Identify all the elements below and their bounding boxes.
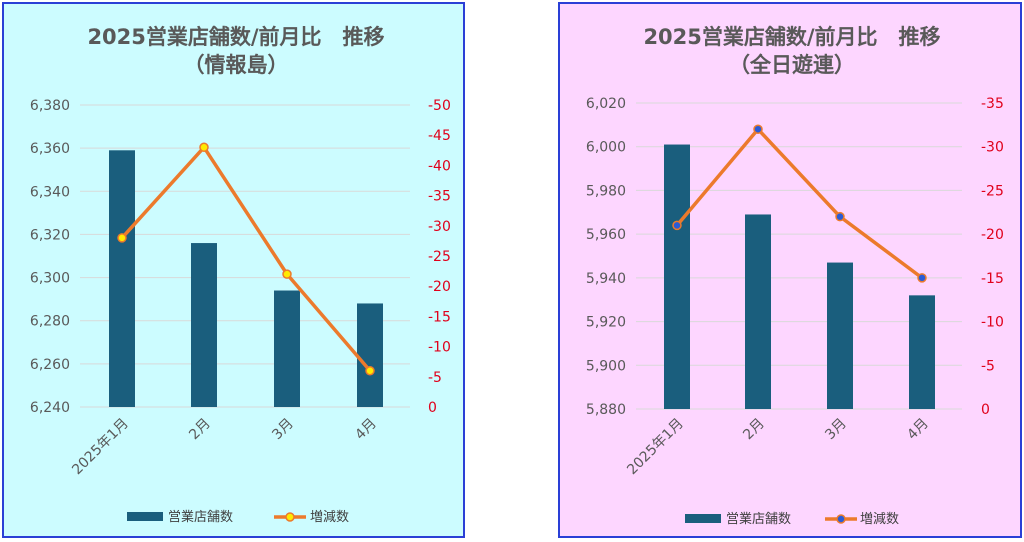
y-left-tick-label: 6,020 — [586, 96, 626, 112]
chart-subtitle: （全日遊連） — [729, 53, 855, 77]
chart-panel-right: 2025営業店舗数/前月比 推移 （全日遊連） 5,880 5,900 5,920 5,9… — [558, 2, 1022, 538]
chart-panel-left: 2025営業店舗数/前月比 推移 （情報島） 6,240 6,260 6,280 6,30… — [2, 2, 465, 538]
y-right-tick-label: 0 — [428, 400, 437, 416]
chart-title: 2025営業店舗数/前月比 推移 — [643, 25, 940, 49]
chart-left: 2025営業店舗数/前月比 推移 （情報島） 6,240 6,260 6,280 6,30… — [30, 25, 451, 525]
bar-3 — [827, 262, 853, 409]
y-left-tick-label: 6,320 — [30, 227, 70, 243]
y-right-tick-label: -5 — [428, 370, 442, 386]
y-left-tick-label: 6,280 — [30, 314, 70, 330]
x-tick-label: 2月 — [186, 416, 214, 444]
bar-1 — [664, 144, 690, 409]
line-marker-4 — [365, 366, 375, 376]
line-marker-4 — [917, 273, 927, 283]
chart-right: 2025営業店舗数/前月比 推移 （全日遊連） 5,880 5,900 5,920 5,9… — [586, 25, 1004, 527]
x-tick-label: 2025年1月 — [624, 416, 687, 479]
line-marker-3 — [282, 269, 292, 279]
y-left-tick-label: 5,920 — [586, 315, 626, 331]
y-left-tick-label: 6,000 — [586, 140, 626, 156]
y-right-tick-label: -45 — [428, 128, 451, 144]
y-right-tick-label: -10 — [981, 315, 1004, 331]
y-right-tick-label: -10 — [428, 340, 451, 356]
bar-2 — [191, 243, 217, 407]
bar-3 — [274, 290, 300, 407]
x-tick-label: 4月 — [352, 416, 380, 444]
y-left-tick-label: 6,360 — [30, 141, 70, 157]
y-right-tick-label: -25 — [428, 249, 451, 265]
x-tick-label: 4月 — [904, 416, 932, 444]
y-right-tick-label: -15 — [981, 271, 1004, 287]
legend-marker-swatch — [836, 514, 846, 524]
y-right-tick-label: -25 — [981, 183, 1004, 199]
line-series — [120, 145, 372, 372]
y-right-tick-label: -15 — [428, 309, 451, 325]
line-marker-1 — [117, 233, 127, 243]
bar-4 — [909, 295, 935, 409]
y-right-tick-label: -20 — [428, 279, 451, 295]
line-series — [675, 127, 924, 280]
y-left-tick-label: 5,880 — [586, 402, 626, 418]
y-left-tick-label: 6,260 — [30, 357, 70, 373]
legend-label-bars: 営業店舗数 — [726, 511, 791, 527]
line-marker-3 — [835, 211, 845, 222]
y-left-tick-label: 6,340 — [30, 184, 70, 200]
y-left-tick-label: 5,900 — [586, 358, 626, 374]
line-marker-2 — [753, 124, 763, 134]
x-tick-label: 3月 — [822, 416, 850, 444]
chart-title: 2025営業店舗数/前月比 推移 — [87, 25, 384, 49]
y-left-tick-label: 5,960 — [586, 227, 626, 243]
bar-1 — [109, 150, 135, 408]
y-left-tick-label: 6,300 — [30, 271, 70, 287]
chart-subtitle: （情報島） — [184, 53, 289, 77]
y-left-tick-label: 5,980 — [586, 183, 626, 199]
y-right-tick-label: -35 — [428, 189, 451, 205]
y-right-tick-label: 0 — [981, 402, 990, 418]
y-right-tick-label: -35 — [981, 96, 1004, 112]
legend-bar-swatch — [127, 512, 163, 521]
bar-4 — [357, 303, 383, 407]
x-tick-label: 2月 — [740, 416, 768, 444]
bar-2 — [745, 214, 771, 409]
y-right-tick-label: -30 — [428, 219, 451, 235]
legend-label-line: 増減数 — [860, 511, 899, 527]
y-left-tick-label: 5,940 — [586, 271, 626, 287]
line-marker-2 — [199, 142, 209, 153]
y-right-tick-label: -20 — [981, 227, 1004, 243]
legend-label-bars: 営業店舗数 — [168, 509, 233, 525]
y-left-tick-label: 6,240 — [30, 400, 70, 416]
y-right-tick-label: -5 — [981, 358, 995, 374]
y-right-tick-label: -50 — [428, 98, 451, 114]
legend-label-line: 増減数 — [310, 509, 349, 525]
x-tick-label: 3月 — [269, 416, 297, 444]
x-tick-label: 2025年1月 — [69, 416, 132, 479]
legend-bar-swatch — [685, 514, 721, 523]
y-left-tick-label: 6,380 — [30, 98, 70, 114]
legend-marker-swatch — [285, 512, 295, 522]
line-marker-1 — [672, 220, 682, 231]
y-right-tick-label: -30 — [981, 140, 1004, 156]
y-right-tick-label: -40 — [428, 158, 451, 174]
